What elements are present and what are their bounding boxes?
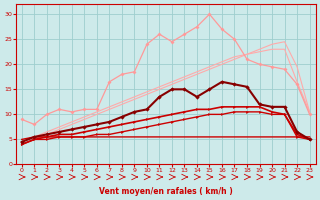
X-axis label: Vent moyen/en rafales ( km/h ): Vent moyen/en rafales ( km/h ) [99, 187, 233, 196]
